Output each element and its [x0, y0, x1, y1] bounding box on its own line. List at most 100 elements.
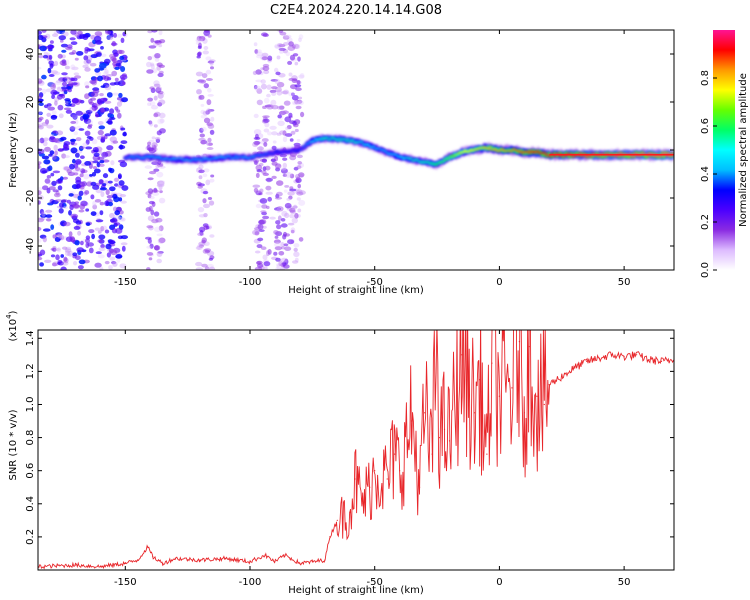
noise-blob — [54, 100, 58, 106]
noise-blob — [59, 235, 65, 241]
noise-blob — [203, 30, 211, 36]
noise-blob — [51, 94, 55, 100]
noise-blob — [77, 195, 82, 201]
x-tick-label: -100 — [239, 277, 262, 288]
noise-blob — [100, 244, 105, 249]
noise-blob — [158, 225, 164, 232]
noise-blob — [58, 208, 64, 214]
noise-blob — [294, 61, 299, 66]
noise-blob — [267, 196, 273, 202]
noise-blob — [51, 154, 57, 160]
noise-blob — [253, 85, 258, 90]
ridge-blob — [300, 149, 304, 151]
ridge-blob — [201, 157, 205, 159]
snr-point — [394, 453, 396, 455]
noise-blob — [118, 215, 123, 220]
noise-blob — [65, 246, 72, 250]
ridge-blob — [343, 138, 347, 140]
noise-blob — [65, 109, 73, 114]
noise-blob — [274, 242, 282, 248]
noise-blob — [149, 195, 155, 200]
noise-blob — [75, 255, 81, 261]
ridge-blob — [666, 152, 671, 155]
noise-blob — [53, 30, 61, 35]
snr-point — [611, 354, 613, 356]
noise-blob — [276, 263, 281, 267]
ridge-blob — [370, 146, 374, 149]
noise-blob — [80, 240, 84, 246]
ridge-blob — [493, 148, 497, 150]
noise-blob — [78, 190, 84, 196]
noise-blob — [277, 43, 283, 48]
noise-blob — [295, 105, 302, 110]
noise-blob — [119, 194, 127, 198]
noise-blob — [97, 254, 105, 259]
noise-blob — [77, 265, 84, 270]
noise-blob — [87, 180, 92, 184]
noise-blob — [262, 66, 270, 71]
noise-blob — [157, 118, 164, 125]
ridge-blob — [170, 158, 174, 160]
noise-blob — [43, 51, 49, 56]
noise-blob — [157, 92, 164, 99]
snr-point — [586, 360, 588, 362]
noise-blob — [104, 133, 112, 137]
noise-blob — [151, 218, 159, 224]
noise-blob — [146, 69, 154, 74]
noise-blob — [102, 225, 107, 231]
noise-blob — [60, 266, 67, 270]
noise-blob — [44, 259, 52, 263]
noise-blob — [261, 211, 267, 216]
noise-blob — [198, 169, 205, 174]
snr-point — [660, 360, 663, 362]
noise-blob — [64, 98, 71, 102]
noise-blob — [100, 226, 105, 232]
noise-blob — [41, 211, 46, 217]
noise-blob — [61, 49, 67, 53]
noise-blob — [150, 105, 159, 110]
noise-blob — [104, 69, 109, 74]
noise-blob — [60, 254, 64, 258]
noise-blob — [93, 152, 100, 157]
noise-blob — [119, 263, 127, 269]
noise-blob — [293, 204, 298, 210]
noise-blob — [70, 41, 78, 45]
noise-blob — [205, 69, 212, 75]
noise-blob — [111, 40, 117, 47]
noise-speckle — [38, 30, 306, 270]
noise-blob — [148, 205, 153, 212]
noise-blob — [296, 154, 303, 159]
noise-blob — [206, 108, 212, 114]
noise-blob — [98, 246, 106, 252]
noise-blob — [154, 245, 161, 251]
ridge-blob — [449, 156, 454, 158]
noise-blob — [73, 204, 80, 208]
noise-blob — [61, 93, 66, 99]
noise-blob — [73, 261, 78, 266]
noise-blob — [300, 111, 305, 118]
noise-blob — [274, 78, 280, 85]
noise-blob — [99, 187, 107, 191]
noise-blob — [284, 246, 292, 251]
ridge-blob — [527, 152, 531, 154]
noise-blob — [210, 116, 215, 122]
ridge-blob — [345, 140, 349, 142]
spectrogram-panel: -150 -100 -50 0 50 -40 -20 0 20 40 Height of str… — [8, 29, 675, 296]
noise-blob — [252, 70, 258, 76]
noise-blob — [271, 145, 277, 150]
ridge-blob — [331, 137, 335, 139]
noise-blob — [261, 204, 268, 209]
noise-blob — [53, 192, 61, 198]
y-tick-label: 40 — [25, 48, 36, 61]
noise-blob — [57, 104, 64, 111]
noise-blob — [60, 43, 69, 48]
noise-blob — [261, 138, 269, 143]
noise-blob — [276, 105, 283, 110]
noise-blob — [294, 99, 299, 105]
noise-blob — [90, 194, 95, 200]
noise-blob — [206, 147, 214, 150]
noise-blob — [119, 55, 125, 61]
noise-blob — [158, 64, 165, 69]
noise-blob — [38, 122, 44, 128]
noise-blob — [202, 173, 208, 178]
